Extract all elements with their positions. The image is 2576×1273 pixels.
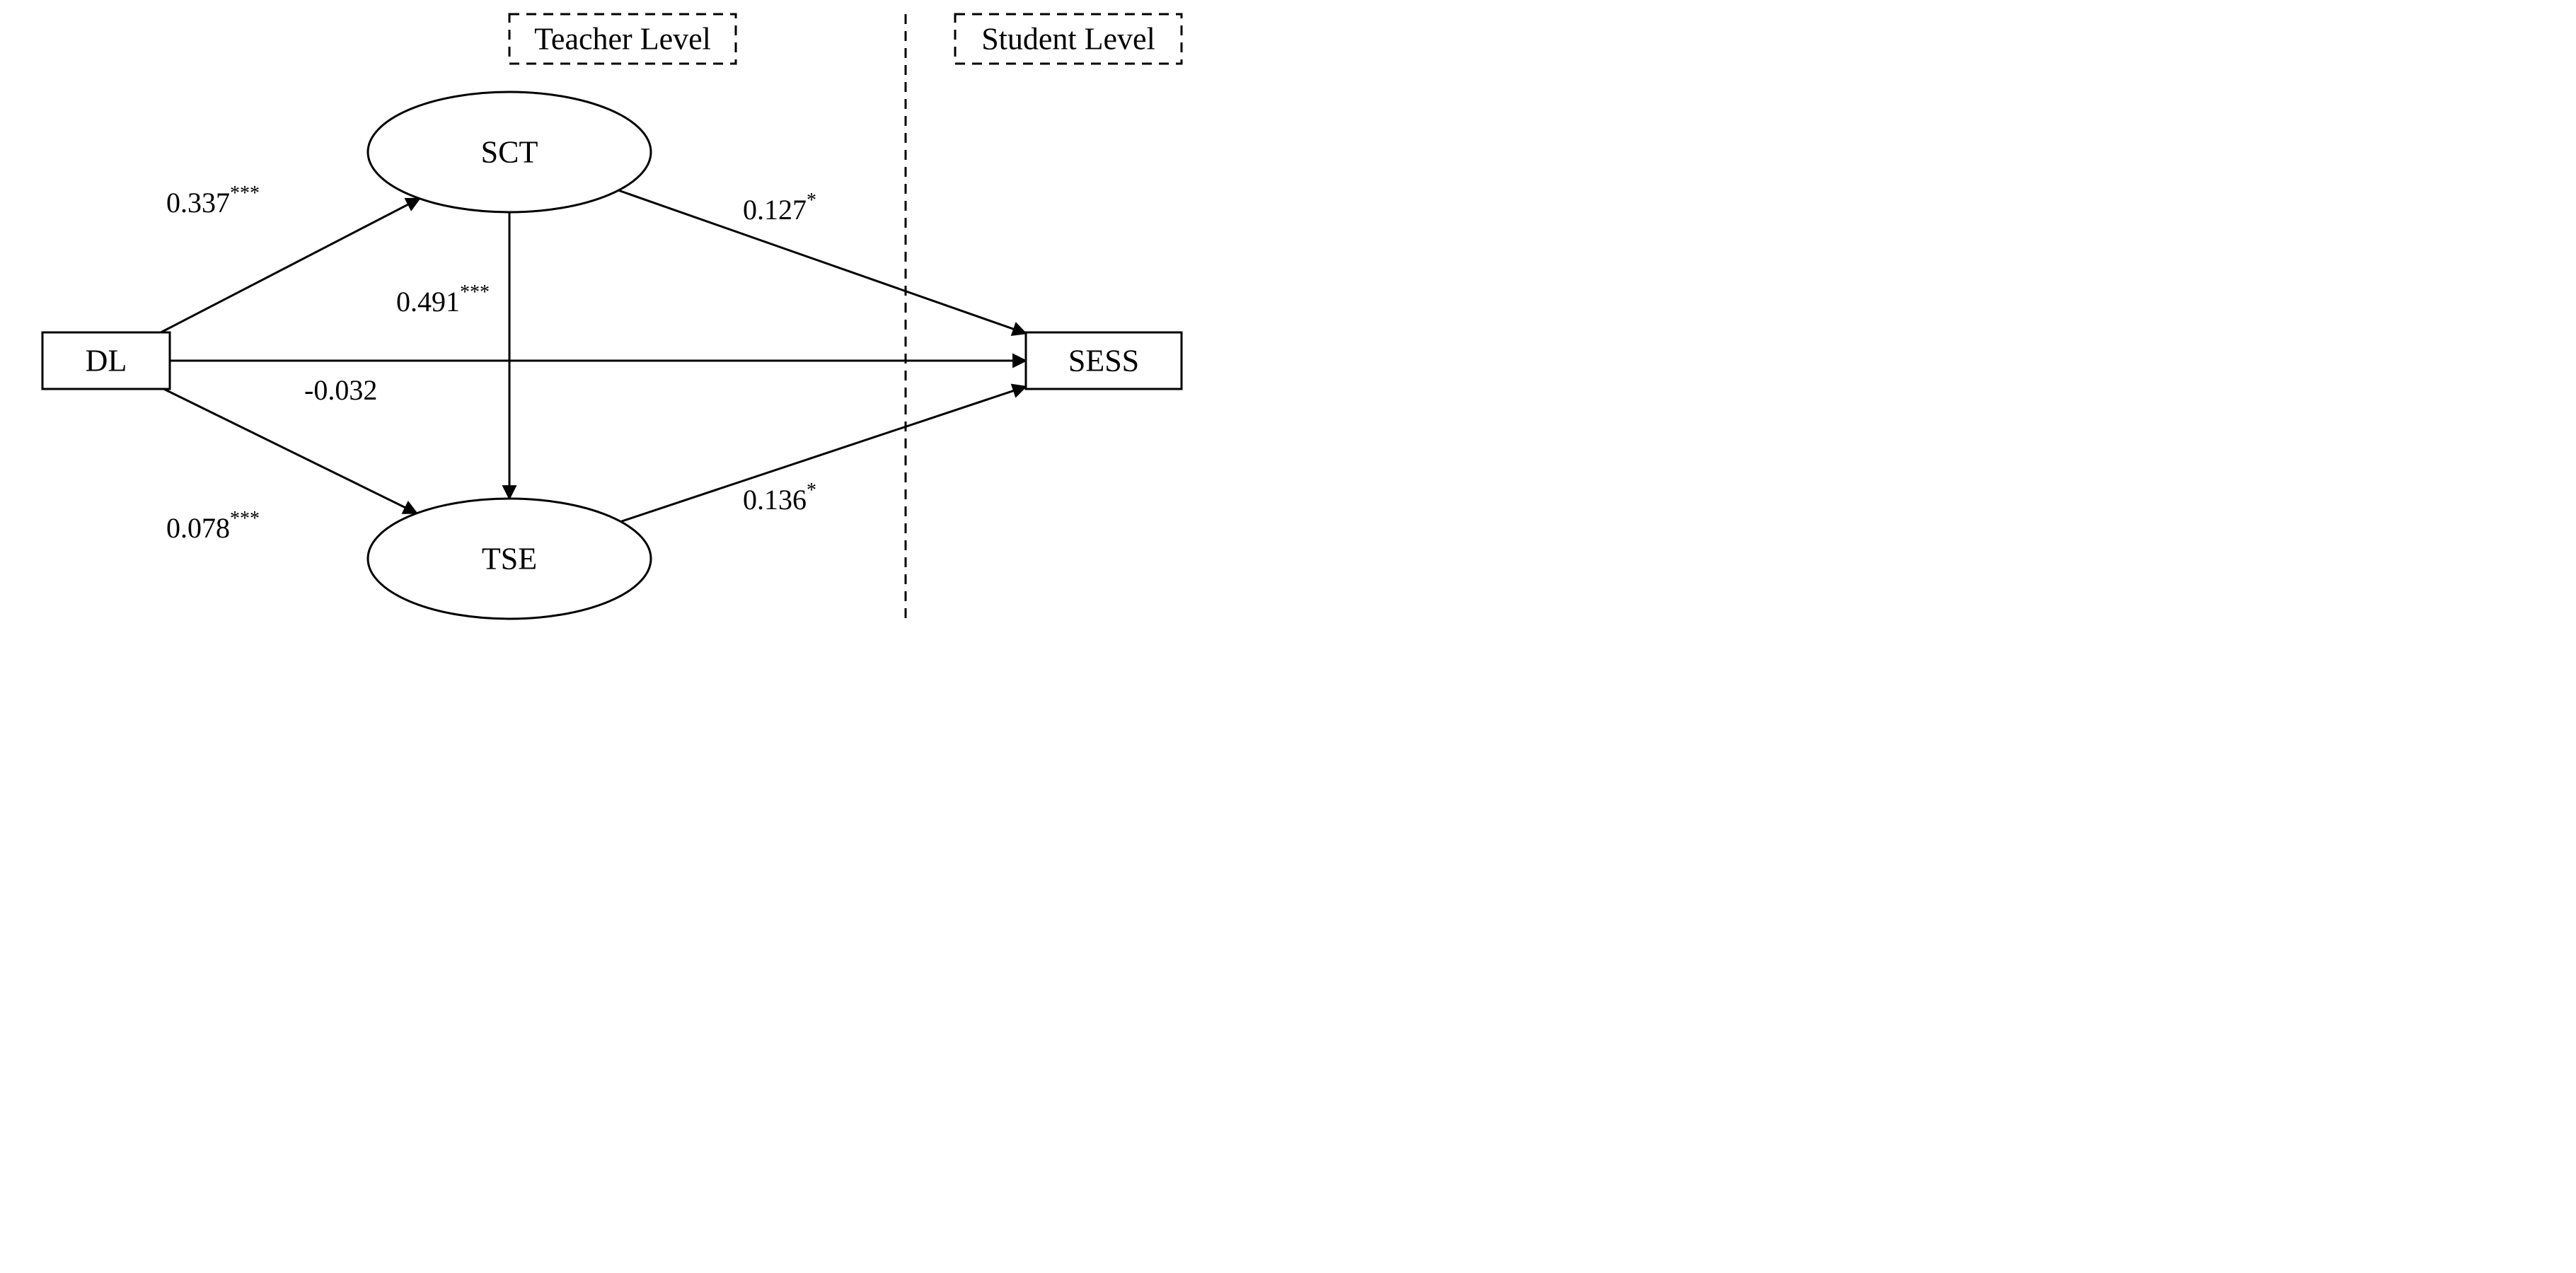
edge-label-dl_tse: 0.078***: [166, 508, 260, 544]
node-label-SCT: SCT: [481, 135, 538, 170]
edge-label-sct_sess: 0.127*: [743, 190, 816, 226]
edge-label-tse_sess: 0.136*: [743, 479, 816, 516]
edge-dl_sct: [161, 199, 420, 332]
edge-label-sct_tse: 0.491***: [396, 281, 490, 318]
node-label-SESS: SESS: [1068, 344, 1139, 378]
edge-dl_tse: [163, 389, 417, 513]
teacher-level-label: Teacher Level: [534, 22, 711, 57]
edge-label-dl_sess: -0.032: [304, 374, 377, 406]
node-label-DL: DL: [86, 344, 127, 378]
path-diagram: Teacher Level Student Level 0.337*** 0.078*…: [0, 0, 1288, 636]
student-level-label: Student Level: [981, 22, 1155, 57]
node-label-TSE: TSE: [482, 542, 537, 576]
edge-label-dl_sct: 0.337***: [166, 182, 260, 219]
edge-tse_sess: [620, 387, 1026, 522]
edge-sct_sess: [618, 190, 1026, 333]
